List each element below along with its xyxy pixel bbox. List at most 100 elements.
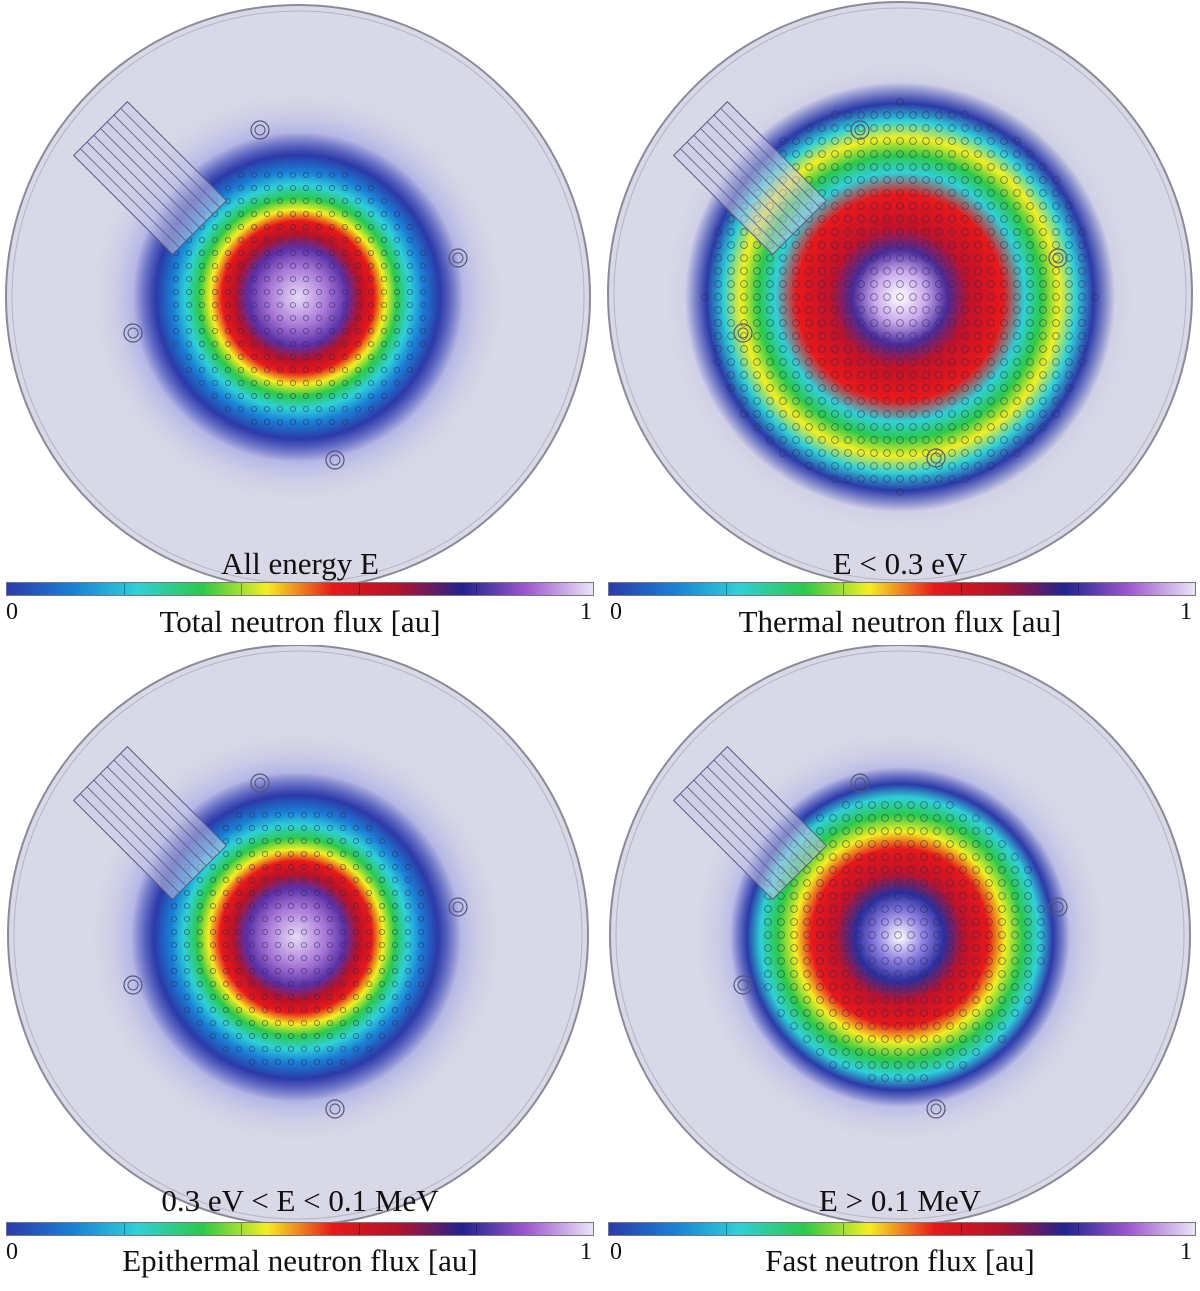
fuel-pin xyxy=(740,410,748,418)
fuel-pin xyxy=(341,210,349,218)
fuel-pin xyxy=(868,944,876,952)
fuel-pin xyxy=(326,850,334,858)
fuel-pin xyxy=(222,902,230,910)
fuel-pin xyxy=(276,314,284,322)
fuel-pin xyxy=(933,1022,941,1030)
fuel-pin xyxy=(1013,267,1021,275)
fuel-pin xyxy=(894,905,902,913)
fuel-pin xyxy=(289,197,297,205)
irradiation-block xyxy=(672,100,828,256)
fuel-pin xyxy=(328,249,336,257)
fuel-pin xyxy=(868,853,876,861)
fuel-pin xyxy=(248,928,256,936)
fuel-pin xyxy=(235,980,243,988)
fuel-pin xyxy=(922,202,930,210)
fuel-pin xyxy=(404,1006,412,1014)
fuel-pin xyxy=(380,197,388,205)
fuel-pin xyxy=(881,918,889,926)
fuel-pin xyxy=(855,1048,863,1056)
fuel-pin xyxy=(883,280,891,288)
fuel-pin xyxy=(248,980,256,988)
fuel-pin xyxy=(922,397,930,405)
fuel-pin xyxy=(818,254,826,262)
fuel-pin xyxy=(391,915,399,923)
fuel-pin xyxy=(909,124,917,132)
fuel-pin xyxy=(933,853,941,861)
fuel-pin xyxy=(250,327,258,335)
fuel-pin xyxy=(185,327,193,335)
fuel-pin xyxy=(341,314,349,322)
fuel-pin xyxy=(883,384,891,392)
fuel-pin xyxy=(948,215,956,223)
fuel-pin xyxy=(959,1009,967,1017)
fuel-pin xyxy=(1026,410,1034,418)
fuel-pin xyxy=(909,319,917,327)
fuel-pin xyxy=(946,996,954,1004)
fuel-pin xyxy=(1024,918,1032,926)
fuel-pin xyxy=(805,137,813,145)
fuel-pin xyxy=(790,944,798,952)
fuel-pin xyxy=(896,111,904,119)
fuel-pin xyxy=(276,353,284,361)
fuel-pin xyxy=(313,993,321,1001)
fuel-pin xyxy=(948,332,956,340)
fuel-pin xyxy=(302,171,310,179)
fuel-pin xyxy=(1013,358,1021,366)
fuel-pin xyxy=(341,353,349,361)
fuel-pin xyxy=(948,358,956,366)
fuel-pin xyxy=(907,840,915,848)
fuel-pin xyxy=(881,1009,889,1017)
fuel-pin xyxy=(380,392,388,400)
fuel-pin xyxy=(224,249,232,257)
fuel-pin xyxy=(842,1022,850,1030)
fuel-pin xyxy=(354,197,362,205)
fuel-pin xyxy=(870,202,878,210)
fuel-pin xyxy=(1013,423,1021,431)
fuel-pin xyxy=(378,1006,386,1014)
colorbar-divider xyxy=(960,583,962,595)
control-rod xyxy=(250,773,270,793)
fuel-pin xyxy=(818,150,826,158)
fuel-pin xyxy=(842,996,850,1004)
energy-label-thermal: E < 0.3 eV xyxy=(832,546,968,581)
fuel-pin xyxy=(844,410,852,418)
fuel-pin xyxy=(328,314,336,322)
fuel-pin xyxy=(829,853,837,861)
fuel-pin xyxy=(326,1045,334,1053)
fuel-pin xyxy=(959,866,967,874)
fuel-pin xyxy=(367,301,375,309)
fuel-pin xyxy=(378,941,386,949)
fuel-pin xyxy=(250,249,258,257)
colorbar-epithermal-max: 1 xyxy=(580,1239,592,1265)
fuel-pin xyxy=(315,314,323,322)
fuel-pin xyxy=(857,358,865,366)
fuel-pin xyxy=(948,163,956,171)
fuel-pin xyxy=(831,410,839,418)
fuel-pin xyxy=(287,876,295,884)
fuel-pin xyxy=(380,288,388,296)
fuel-pin xyxy=(1039,306,1047,314)
fuel-pin xyxy=(987,163,995,171)
control-rod-inner xyxy=(254,777,266,789)
fuel-pin xyxy=(289,418,297,426)
fuel-pin xyxy=(870,475,878,483)
control-rod xyxy=(733,975,753,995)
fuel-pin xyxy=(896,332,904,340)
fuel-pin xyxy=(987,332,995,340)
fuel-pin xyxy=(829,905,837,913)
fuel-pin xyxy=(224,288,232,296)
fuel-pin xyxy=(378,1032,386,1040)
fuel-pin xyxy=(803,866,811,874)
fuel-pin xyxy=(922,241,930,249)
fuel-pin xyxy=(196,1019,204,1027)
fuel-pin xyxy=(378,993,386,1001)
fuel-pin xyxy=(248,1045,256,1053)
fuel-pin xyxy=(378,1019,386,1027)
fuel-pin xyxy=(326,980,334,988)
fuel-pin xyxy=(790,957,798,965)
fuel-pin xyxy=(987,267,995,275)
fuel-pin xyxy=(209,863,217,871)
fuel-pin xyxy=(1000,371,1008,379)
fuel-pin xyxy=(818,345,826,353)
fuel-pin xyxy=(313,1006,321,1014)
